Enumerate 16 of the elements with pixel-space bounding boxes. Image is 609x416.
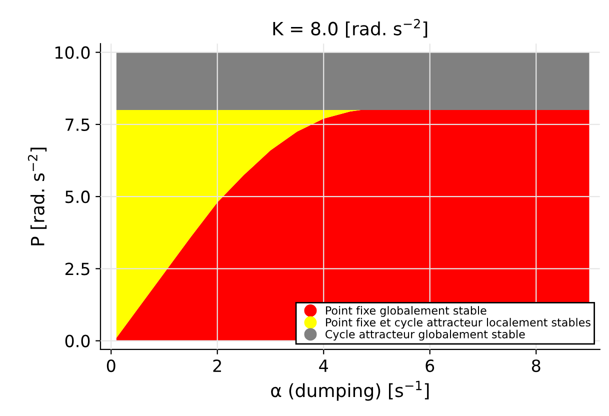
y-tick-label: 0.0 <box>65 334 90 348</box>
x-axis-title: α (dumping) [s$^{−1}$] <box>271 380 429 401</box>
y-tick-label: 5.0 <box>66 190 90 204</box>
x-tick-label: 0 <box>106 359 116 372</box>
y-tick-label: 10.0 <box>55 46 90 59</box>
chart-title: K = 8.0 [rad. s$^{−2}$] <box>273 18 428 38</box>
x-tick-label: 2 <box>213 359 221 372</box>
x-tick-label: 8 <box>532 359 540 372</box>
y-tick-label: 2.5 <box>65 262 90 276</box>
y-axis-title: P [rad. s$^{−2}$] <box>28 148 47 246</box>
y-tick-label: 7.5 <box>66 118 90 132</box>
legend-label: Cycle attracteur globalement stable <box>326 330 525 341</box>
legend-label: Point fixe globalement stable <box>326 306 486 317</box>
x-tick-label: 4 <box>319 360 328 372</box>
x-tick-label: 6 <box>426 359 434 372</box>
legend-label: Point fixe et cycle attracteur localement stables <box>326 318 590 329</box>
